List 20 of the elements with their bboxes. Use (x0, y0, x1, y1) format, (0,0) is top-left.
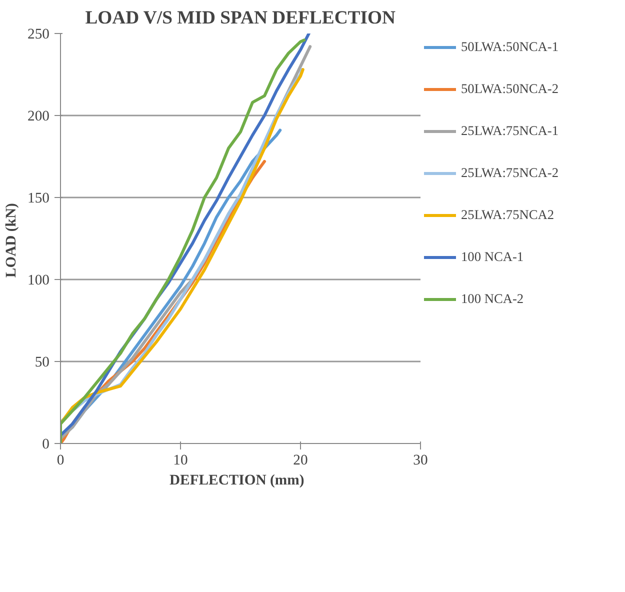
y-tick-label: 200 (28, 108, 50, 124)
legend-label: 25LWA:75NCA2 (461, 207, 554, 223)
y-tick-label: 150 (28, 190, 50, 206)
y-tick-label: 0 (42, 436, 50, 452)
x-tick-label: 0 (56, 452, 64, 468)
x-axis-title: DEFLECTION (mm) (169, 472, 304, 488)
y-tick-label: 50 (34, 354, 50, 370)
legend-label: 25LWA:75NCA-2 (461, 165, 558, 181)
y-tick-label: 100 (28, 272, 50, 288)
x-tick-label: 10 (173, 452, 188, 468)
legend-label: 50LWA:50NCA-2 (461, 81, 558, 97)
x-tick-label: 30 (413, 452, 428, 468)
x-tick-label: 20 (293, 452, 308, 468)
legend-label: 100 NCA-2 (461, 291, 524, 307)
legend-label: 25LWA:75NCA-1 (461, 123, 558, 139)
y-axis-title: LOAD (kN) (4, 202, 20, 278)
legend-label: 100 NCA-1 (461, 249, 524, 265)
chart-title: LOAD V/S MID SPAN DEFLECTION (85, 8, 396, 28)
legend-label: 50LWA:50NCA-1 (461, 39, 558, 55)
y-tick-label: 250 (28, 26, 50, 42)
